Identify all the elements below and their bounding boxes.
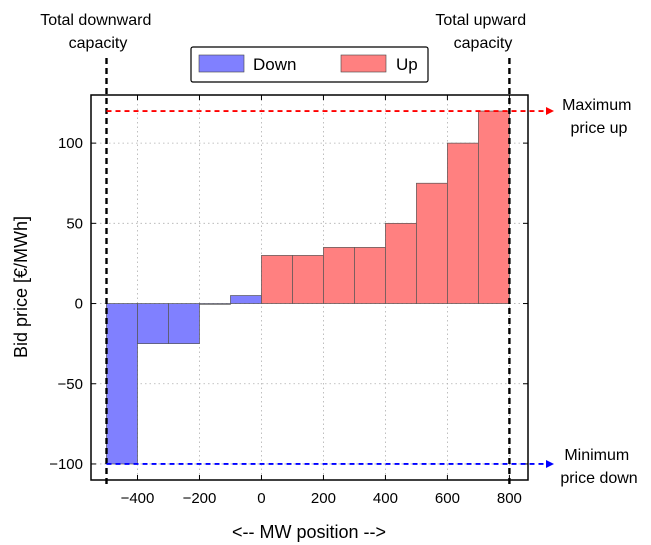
annotation-maximum-price-up: Maximum price up bbox=[562, 97, 636, 137]
y-tick-label: −50 bbox=[58, 376, 83, 393]
bar-up bbox=[478, 110, 510, 304]
y-tick-label: 0 bbox=[75, 296, 83, 313]
x-tick-label: 0 bbox=[257, 490, 265, 507]
legend-swatch-up bbox=[340, 54, 387, 73]
bar-up bbox=[447, 142, 479, 304]
bar-up bbox=[416, 182, 448, 304]
y-tick-label: 50 bbox=[66, 215, 83, 232]
price-limit-arrowhead bbox=[546, 459, 554, 468]
legend: Down Up bbox=[190, 46, 429, 83]
bar-up bbox=[354, 247, 386, 304]
bar-up bbox=[323, 247, 355, 304]
x-tick-label: 200 bbox=[311, 490, 336, 507]
x-tick-label: 800 bbox=[497, 490, 522, 507]
y-axis-label: Bid price [€/MWh] bbox=[11, 216, 31, 358]
reference-lines bbox=[105, 58, 554, 487]
annotation-total-downward-capacity: Total downward capacity bbox=[40, 12, 156, 52]
y-tick-label: −100 bbox=[49, 456, 83, 473]
bar-up bbox=[261, 255, 293, 304]
x-tick-label: −200 bbox=[183, 490, 217, 507]
y-tick-label: 100 bbox=[58, 135, 83, 152]
axis-ticks: −400 −200 0 200 400 600 800 −100 −50 0 50 100 bbox=[49, 95, 528, 507]
plot-frame bbox=[90, 94, 529, 481]
x-tick-label: −400 bbox=[121, 490, 155, 507]
x-axis-label: <-- MW position --> bbox=[232, 522, 386, 542]
x-tick-label: 600 bbox=[435, 490, 460, 507]
legend-label-up: Up bbox=[396, 55, 418, 74]
legend-swatch-down bbox=[198, 54, 245, 73]
bar-up bbox=[385, 222, 417, 304]
annotation-total-upward-capacity: Total upward capacity bbox=[435, 12, 530, 52]
bar-down bbox=[199, 303, 231, 305]
bar-down bbox=[168, 303, 200, 344]
price-limit-arrowhead bbox=[546, 107, 554, 116]
bar-down bbox=[106, 303, 138, 465]
annotation-minimum-price-down: Minimum price down bbox=[560, 447, 637, 487]
bar-up bbox=[292, 255, 324, 304]
bar-down bbox=[137, 303, 169, 344]
legend-label-down: Down bbox=[253, 55, 296, 74]
bar-down bbox=[230, 295, 262, 304]
x-tick-label: 400 bbox=[373, 490, 398, 507]
bars-layer bbox=[106, 110, 510, 465]
